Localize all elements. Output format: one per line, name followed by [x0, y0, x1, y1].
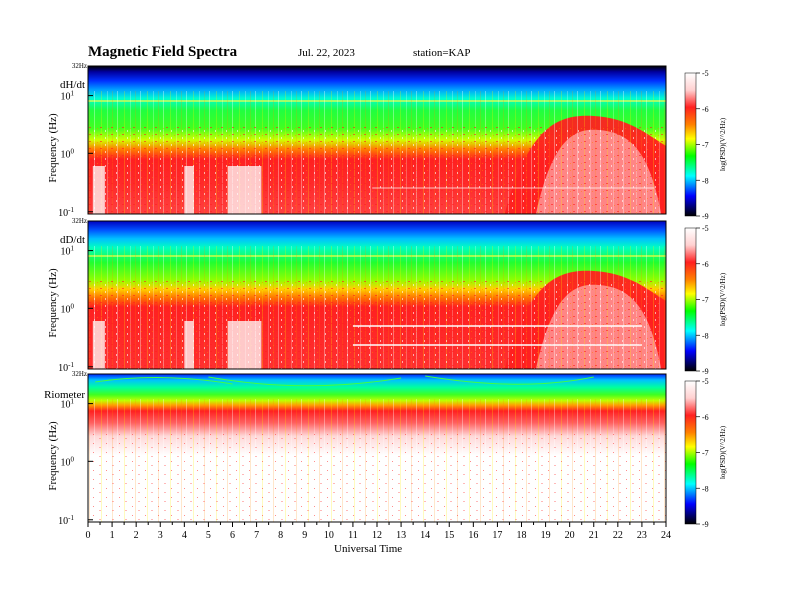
quiet-patch: [227, 321, 262, 369]
colorbar: [684, 72, 697, 217]
ytick-label: 101: [61, 398, 75, 411]
colorbar-label: log(PSD)(V^2/Hz): [719, 117, 727, 171]
speckle-texture: [88, 281, 666, 369]
speckle-texture: [88, 126, 666, 214]
xaxis-label: Universal Time: [334, 543, 402, 555]
chart-title: Magnetic Field Spectra: [88, 44, 238, 60]
colorbar-tick-label: -5: [702, 377, 709, 386]
colorbar-tick-label: -8: [702, 176, 709, 185]
colorbar-tick-label: -6: [702, 413, 709, 422]
colorbar-label: log(PSD)(V^2/Hz): [719, 425, 727, 479]
xtick-label: 3: [158, 530, 163, 541]
quiet-patch: [92, 321, 105, 369]
ytick-exponent: 1: [71, 245, 75, 253]
colorbar-tick-label: -5: [702, 69, 709, 78]
ytick-top-label: 32Hz: [72, 217, 87, 225]
colorbar-label: log(PSD)(V^2/Hz): [719, 272, 727, 326]
ytick-exponent: 1: [71, 90, 75, 98]
ytick-label: 101: [61, 90, 75, 103]
ytick-exponent: 1: [71, 398, 75, 406]
ytick-label: 101: [61, 245, 75, 258]
speckle-texture: [88, 434, 666, 522]
ytick-label: 100: [61, 455, 75, 468]
colorbar: [684, 380, 697, 525]
xtick-label: 5: [206, 530, 211, 541]
xtick-label: 6: [230, 530, 235, 541]
time-axis: 0 1 2 3 4 5 6 7 8 9 10 11 12 13 14 15 16 17 18 19 20 21 22 23 24…: [86, 522, 671, 555]
xtick-label: 2: [134, 530, 139, 541]
colorbar-tick-label: -6: [702, 260, 709, 269]
xtick-label: 18: [517, 530, 527, 541]
xtick-label: 7: [254, 530, 259, 541]
colorbar-tick-label: -7: [702, 296, 709, 305]
ytick-exponent: -1: [68, 206, 74, 214]
colorbar: [684, 227, 697, 372]
quiet-patch: [92, 166, 105, 214]
xtick-label: 17: [492, 530, 502, 541]
quiet-patch: [184, 321, 194, 369]
colorbar-tick-label: -9: [702, 520, 709, 529]
chart-header: Magnetic Field Spectra Jul. 22, 2023 sta…: [0, 44, 792, 64]
chart-station: station=KAP: [413, 47, 471, 59]
xtick-label: 15: [444, 530, 454, 541]
colorbar-tick-label: -7: [702, 141, 709, 150]
ytick-label: 10-1: [58, 514, 74, 527]
colorbar-tick-label: -8: [702, 484, 709, 493]
ylabel: Frequency (Hz): [47, 113, 59, 183]
xtick-label: 8: [278, 530, 283, 541]
panel-frame: [87, 65, 667, 215]
colorbar-tick-label: -8: [702, 331, 709, 340]
xtick-label: 16: [468, 530, 478, 541]
ylabel: Frequency (Hz): [47, 268, 59, 338]
panel-label: Riometer: [44, 389, 85, 401]
xtick-label: 9: [302, 530, 307, 541]
panel-2: dD/dt 32Hz 101 100 1 0 -1 Frequency (Hz) -5 -6 -7 -…: [47, 217, 727, 376]
xtick-label: 21: [589, 530, 599, 541]
xtick-label: 1: [110, 530, 115, 541]
xtick-label: 14: [420, 530, 430, 541]
ytick-top-label: 32Hz: [72, 370, 87, 378]
colorbar-tick-label: -9: [702, 212, 709, 221]
panel-label: dH/dt: [60, 79, 85, 91]
ytick-exponent: -1: [68, 514, 74, 522]
xtick-label: 23: [637, 530, 647, 541]
xtick-label: 22: [613, 530, 623, 541]
chart-date: Jul. 22, 2023: [298, 47, 355, 59]
panel-label: dD/dt: [60, 234, 85, 246]
xtick-label: 0: [86, 530, 91, 541]
ytick-label: 100: [61, 147, 75, 160]
colorbar-tick-label: -7: [702, 449, 709, 458]
xtick-label: 24: [661, 530, 671, 541]
panel-1: dH/dt 32Hz 101 100 1 0 -1 Frequency (Hz) -5 -6 -7 -…: [47, 62, 727, 221]
xtick-label: 13: [396, 530, 406, 541]
xtick-label: 12: [372, 530, 382, 541]
ytick-exponent: 0: [71, 455, 75, 463]
ytick-top-label: 32Hz: [72, 62, 87, 70]
trace: [425, 375, 594, 385]
colorbar-tick-label: -9: [702, 367, 709, 376]
trace: [208, 376, 402, 387]
xtick-label: 11: [348, 530, 358, 541]
panel-frame: [87, 220, 667, 370]
ytick-exponent: -1: [68, 361, 74, 369]
ytick-exponent: 0: [71, 147, 75, 155]
trace: [95, 376, 233, 385]
quiet-patch: [184, 166, 194, 214]
xtick-label: 20: [565, 530, 575, 541]
ylabel: Frequency (Hz): [47, 421, 59, 491]
ytick-exponent: 0: [71, 302, 75, 310]
colorbar-tick-label: -6: [702, 105, 709, 114]
xtick-label: 10: [324, 530, 334, 541]
ytick-label: 100: [61, 302, 75, 315]
xtick-label: 19: [541, 530, 551, 541]
colorbar-tick-label: -5: [702, 224, 709, 233]
xtick-label: 4: [182, 530, 187, 541]
quiet-patch: [227, 166, 262, 214]
